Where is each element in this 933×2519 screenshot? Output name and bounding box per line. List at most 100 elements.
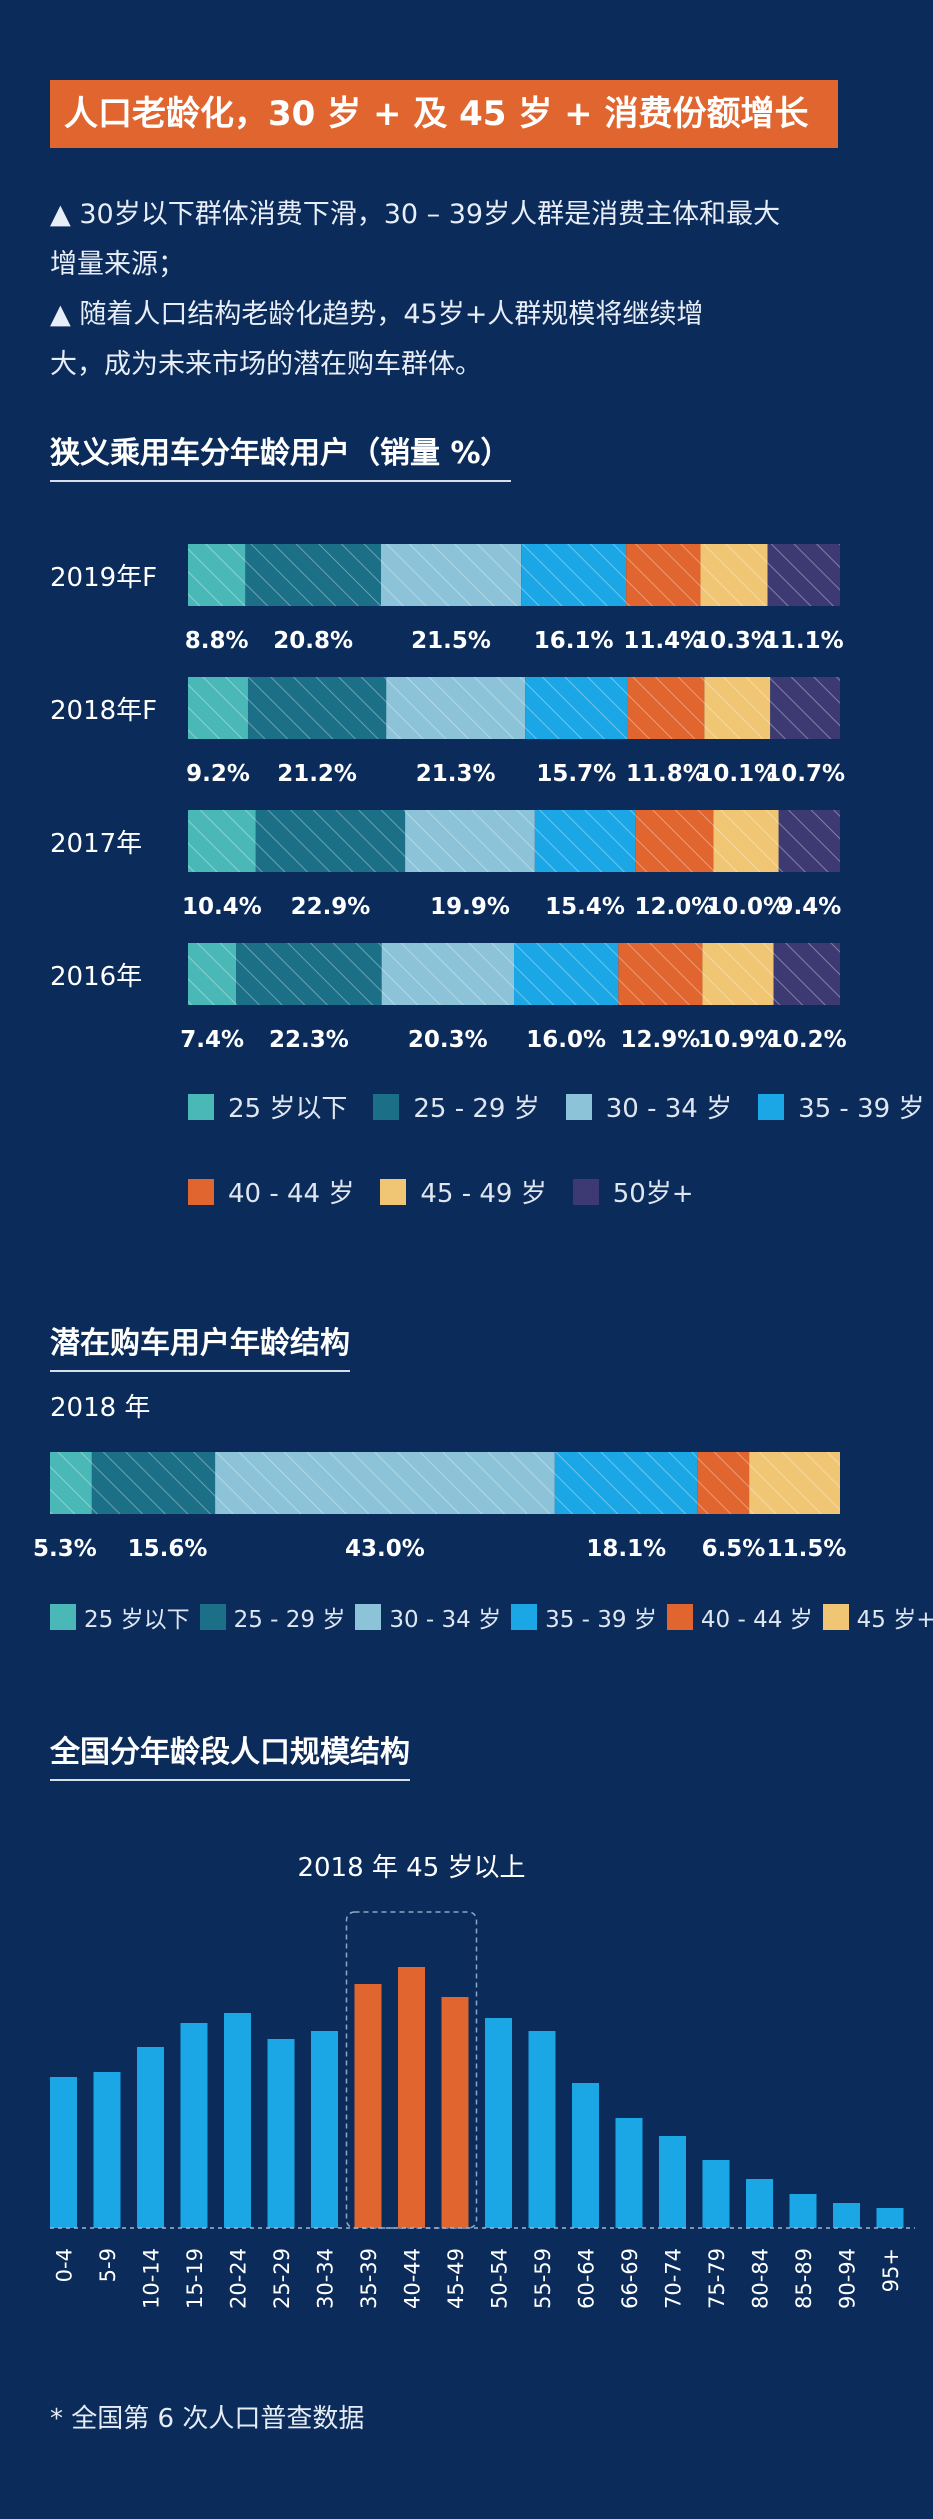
legend-row: 25 岁以下 25 - 29 岁 30 - 34 岁 35 - 39 岁 40 - 44… [50,1600,933,1634]
population-bar [746,2179,773,2228]
x-tick-label: 55-59 [531,2248,555,2309]
bar-value-label: 21.3% [416,761,496,787]
intro-line-2: 增量来源； [50,249,185,280]
bar-segment [521,544,627,606]
x-tick-label: 30-34 [314,2248,338,2309]
population-bar [702,2160,730,2228]
bar-segment [635,810,714,872]
legend-row: 25 岁以下 25 - 29 岁 30 - 34 岁 35 - 39 岁 [188,1088,924,1125]
legend-item: 40 - 44 岁 [666,1600,813,1634]
population-bar [50,2077,77,2228]
bar-category-label: 2017年 [50,829,142,859]
bar-segment [618,943,703,1005]
x-tick-label: 35-39 [357,2248,381,2309]
population-bar [137,2047,164,2228]
bar-value-label: 20.8% [273,628,353,654]
legend-label: 30 - 34 岁 [389,1607,502,1633]
x-tick-label: 60-64 [575,2248,599,2309]
bar-segment [188,544,246,606]
bar-value-label: 11.4% [623,628,703,654]
bar-value-label: 11.5% [767,1536,847,1560]
legend-item: 30 - 34 岁 [355,1600,501,1634]
legend-label: 40 - 44 岁 [700,1607,813,1633]
legend-swatch [758,1093,785,1120]
x-tick-label: 95+ [879,2248,903,2292]
potential-buyer-chart-title: 潜在购车用户年龄结构 [50,1318,350,1372]
legend-item: 45 岁+ [822,1600,933,1634]
legend-row: 40 - 44 岁 45 - 49 岁 50岁+ [188,1173,908,1210]
population-bar [267,2039,295,2228]
bar-value-label: 10.3% [694,628,774,654]
bar-value-label: 8.8% [185,628,249,654]
bar-value-label: 16.0% [526,1027,606,1053]
bar-segment [770,677,840,739]
legend-item: 45 - 49 岁 [380,1173,547,1210]
legend-swatch [380,1178,407,1205]
x-tick-label: 45-49 [444,2248,468,2309]
x-tick-label: 40-44 [401,2248,425,2309]
bar-segment [534,810,636,872]
sales-age-legend: 25 岁以下 25 - 29 岁 30 - 34 岁 35 - 39 岁 40 - 44… [188,1088,924,1258]
bar-value-label: 10.0% [706,894,786,920]
legend-item: 50岁+ [572,1173,694,1210]
legend-item: 40 - 44 岁 [188,1173,354,1210]
x-tick-label: 20-24 [227,2248,251,2309]
bar-value-label: 15.6% [128,1536,208,1560]
population-bar [789,2194,817,2228]
population-bar [528,2031,556,2228]
bar-segment [215,1452,555,1514]
x-tick-label: 80-84 [749,2248,773,2309]
potential-buyer-svg: 5.3% 15.6% 43.0% 18.1% 6.5% 11.5% [33,1452,847,1562]
bar-value-label: 18.1% [586,1536,666,1560]
bar-value-label: 10.7% [765,761,845,787]
bar-category-label: 2019年F [50,563,157,593]
legend-label: 40 - 44 岁 [228,1179,355,1209]
legend-label: 25 - 29 岁 [413,1094,540,1124]
bar-value-label: 15.4% [545,894,625,920]
bar-segment [749,1452,840,1514]
population-bar [441,1997,469,2228]
bar-segment [91,1452,216,1514]
page-title: 人口老龄化，30 岁 + 及 45 岁 + 消费份额增长 [50,80,838,148]
x-tick-label: 66-69 [618,2248,642,2309]
bar-value-label: 12.9% [620,1027,700,1053]
bar-segment [767,544,840,606]
legend-swatch [565,1093,592,1120]
legend-item: 25 - 29 岁 [199,1600,345,1634]
legend-swatch [188,1093,214,1120]
potential-buyer-chart: 5.3% 15.6% 43.0% 18.1% 6.5% 11.5% [0,1440,933,1562]
legend-label: 30 - 34 岁 [605,1094,733,1124]
bar-segment [525,677,628,739]
population-chart: 2018 年 45 岁以上 0-4 5-9 10-14 15-19 20-24 25-29 3… [0,1840,933,2340]
population-bar [833,2203,860,2228]
bar-segment [386,677,526,739]
bar-segment [626,544,701,606]
legend-label: 50岁+ [612,1179,694,1209]
intro-text: ▲ 30岁以下群体消费下滑，30 – 39岁人群是消费主体和最大 增量来源； ▲… [50,190,870,390]
sales-age-chart-title: 狭义乘用车分年龄用户（销量 %） [50,428,511,482]
legend-item: 25 岁以下 [50,1600,190,1634]
bar-segment [188,943,237,1005]
bar-segment [255,810,406,872]
bar-value-label: 9.2% [186,761,250,787]
bar-value-label: 21.5% [411,628,491,654]
legend-swatch [666,1604,693,1630]
population-bar [311,2031,338,2228]
bar-value-label: 11.8% [626,761,706,787]
bar-segment [188,677,248,739]
bar-segment [702,943,774,1005]
bar-value-label: 10.1% [697,761,777,787]
intro-line-4: 大，成为未来市场的潜在购车群体。 [50,349,482,380]
legend-item: 35 - 39 岁 [758,1088,924,1125]
bar-segment [236,943,382,1005]
bar-value-label: 10.4% [182,894,262,920]
bar-segment [514,943,619,1005]
legend-item: 30 - 34 岁 [565,1088,733,1125]
bar-segment [778,810,840,872]
bar-segment [380,544,522,606]
legend-item: 35 - 39 岁 [511,1600,657,1634]
bar-value-label: 11.1% [764,628,844,654]
bar-segment [697,1452,750,1514]
population-bar [659,2136,686,2228]
x-tick-label: 15-19 [183,2248,207,2309]
